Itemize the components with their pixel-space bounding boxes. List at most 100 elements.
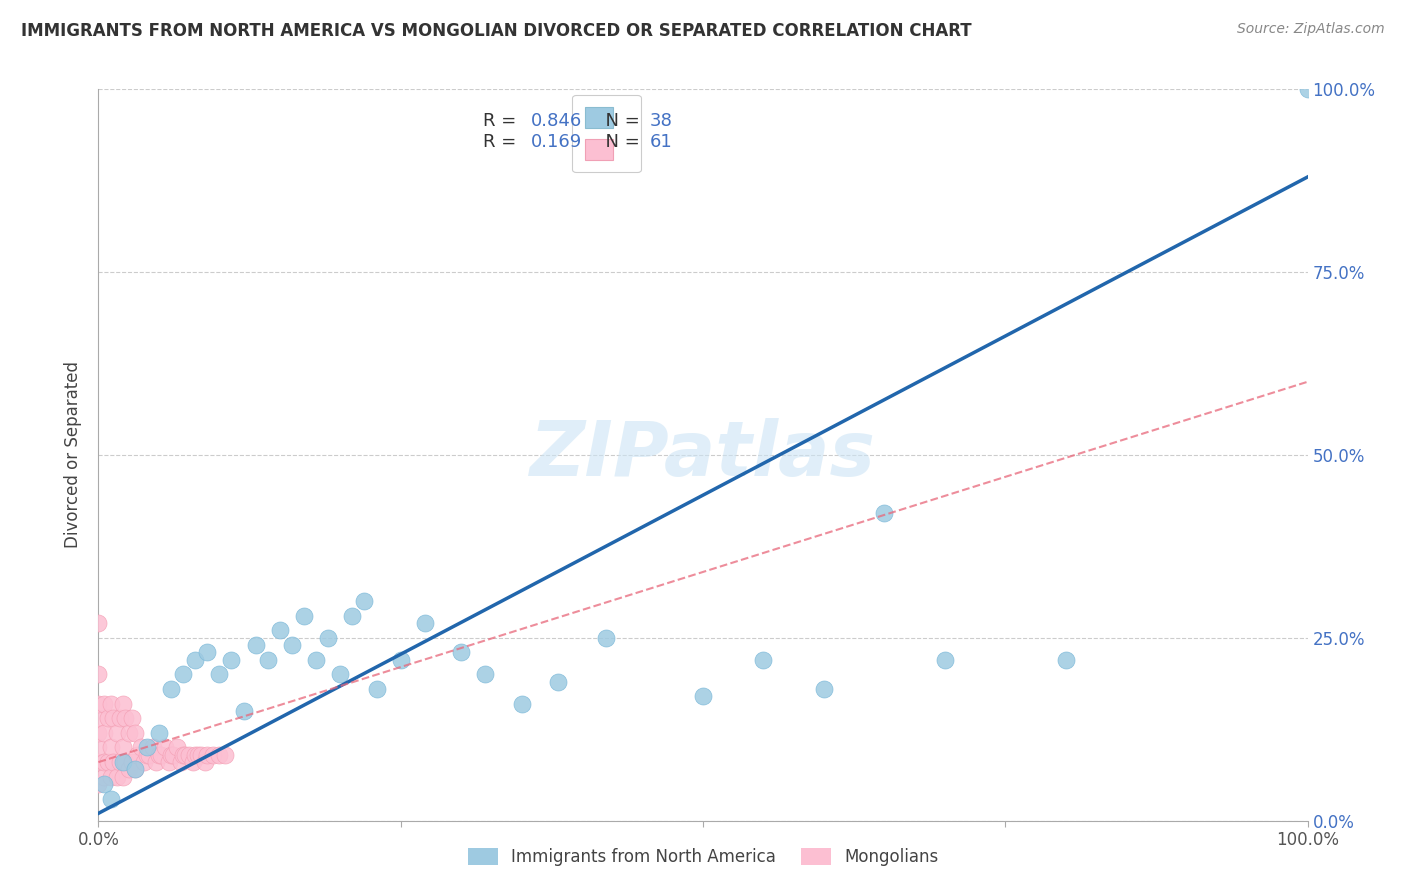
Point xyxy=(389,653,412,667)
Point xyxy=(172,747,194,762)
Point xyxy=(413,616,436,631)
Point xyxy=(208,667,231,681)
Legend: Immigrants from North America, Mongolians: Immigrants from North America, Mongolian… xyxy=(460,840,946,875)
Point xyxy=(269,624,291,638)
Point xyxy=(181,755,204,769)
Point xyxy=(100,770,122,784)
Point xyxy=(366,681,388,696)
Point xyxy=(97,711,120,725)
Point xyxy=(1296,82,1319,96)
Point xyxy=(93,726,115,740)
Point xyxy=(148,726,170,740)
Point xyxy=(195,645,218,659)
Point xyxy=(162,747,184,762)
Point xyxy=(214,747,236,762)
Point xyxy=(232,704,254,718)
Text: N =: N = xyxy=(595,133,645,151)
Text: 0.846: 0.846 xyxy=(531,112,582,130)
Point xyxy=(281,638,304,652)
Point xyxy=(87,755,110,769)
Point xyxy=(195,747,218,762)
Point xyxy=(101,711,124,725)
Point xyxy=(101,755,124,769)
Point xyxy=(87,711,110,725)
Point xyxy=(111,740,134,755)
Point xyxy=(184,747,207,762)
Point xyxy=(127,747,149,762)
Point xyxy=(87,697,110,711)
Point xyxy=(256,653,278,667)
Point xyxy=(450,645,472,659)
Point xyxy=(142,740,165,755)
Point xyxy=(595,631,617,645)
Point xyxy=(111,770,134,784)
Point xyxy=(148,747,170,762)
Point xyxy=(194,755,217,769)
Text: N =: N = xyxy=(595,112,645,130)
Text: 38: 38 xyxy=(650,112,672,130)
Point xyxy=(187,747,209,762)
Y-axis label: Divorced or Separated: Divorced or Separated xyxy=(65,361,83,549)
Point xyxy=(353,594,375,608)
Point xyxy=(873,507,896,521)
Text: R =: R = xyxy=(482,112,522,130)
Point xyxy=(342,608,364,623)
Point xyxy=(134,755,156,769)
Point xyxy=(292,608,315,623)
Point xyxy=(166,740,188,755)
Text: ZIPatlas: ZIPatlas xyxy=(530,418,876,491)
Point xyxy=(100,740,122,755)
Point xyxy=(111,755,134,769)
Point xyxy=(93,697,115,711)
Point xyxy=(100,791,122,805)
Point xyxy=(169,755,191,769)
Point xyxy=(153,740,176,755)
Text: Source: ZipAtlas.com: Source: ZipAtlas.com xyxy=(1237,22,1385,37)
Point xyxy=(305,653,328,667)
Point xyxy=(1054,653,1077,667)
Point xyxy=(105,726,128,740)
Point xyxy=(184,653,207,667)
Point xyxy=(114,755,136,769)
Point xyxy=(124,763,146,777)
Point xyxy=(97,755,120,769)
Point xyxy=(547,674,569,689)
Point xyxy=(160,747,183,762)
Point xyxy=(510,697,533,711)
Point xyxy=(145,755,167,769)
Point xyxy=(124,726,146,740)
Point xyxy=(93,777,115,791)
Point xyxy=(121,711,143,725)
Point xyxy=(124,763,146,777)
Point xyxy=(100,697,122,711)
Legend: , : , xyxy=(572,95,641,172)
Point xyxy=(135,740,157,755)
Text: R =: R = xyxy=(482,133,522,151)
Text: IMMIGRANTS FROM NORTH AMERICA VS MONGOLIAN DIVORCED OR SEPARATED CORRELATION CHA: IMMIGRANTS FROM NORTH AMERICA VS MONGOLI… xyxy=(21,22,972,40)
Point xyxy=(118,726,141,740)
Point xyxy=(752,653,775,667)
Text: 61: 61 xyxy=(650,133,672,151)
Point xyxy=(813,681,835,696)
Point xyxy=(105,770,128,784)
Point xyxy=(121,755,143,769)
Point xyxy=(87,667,110,681)
Point xyxy=(208,747,231,762)
Point xyxy=(114,711,136,725)
Point xyxy=(135,747,157,762)
Point xyxy=(190,747,212,762)
Point xyxy=(179,747,201,762)
Point xyxy=(87,726,110,740)
Point xyxy=(93,755,115,769)
Point xyxy=(87,777,110,791)
Point xyxy=(87,740,110,755)
Point xyxy=(150,747,173,762)
Point xyxy=(157,755,180,769)
Point xyxy=(174,747,197,762)
Point xyxy=(202,747,225,762)
Text: 0.169: 0.169 xyxy=(531,133,582,151)
Point xyxy=(692,690,714,704)
Point xyxy=(329,667,352,681)
Point xyxy=(160,681,183,696)
Point xyxy=(129,740,152,755)
